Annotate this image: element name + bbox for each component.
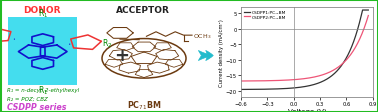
- Text: R$_1$: R$_1$: [37, 84, 48, 96]
- Y-axis label: Current density (mA/cm²): Current density (mA/cm²): [220, 19, 225, 86]
- Text: DONOR: DONOR: [23, 6, 61, 15]
- X-axis label: Voltage (V): Voltage (V): [288, 108, 326, 112]
- Bar: [8, 18, 77, 85]
- Text: R$_1$: R$_1$: [37, 8, 48, 20]
- Text: PC$_{71}$BM: PC$_{71}$BM: [127, 99, 161, 111]
- Text: ACCEPTOR: ACCEPTOR: [116, 6, 170, 15]
- Text: +: +: [114, 47, 129, 65]
- Text: CSDPP series: CSDPP series: [7, 102, 67, 111]
- Text: R₂ = POZ; CBZ: R₂ = POZ; CBZ: [7, 96, 48, 100]
- FancyArrowPatch shape: [198, 51, 213, 61]
- Text: R$_2$: R$_2$: [102, 37, 112, 49]
- Text: OCH$_3$: OCH$_3$: [193, 31, 212, 40]
- Legend: CSDPP1:PC₇₁BM, CSDPP2:PC₇₁BM: CSDPP1:PC₇₁BM, CSDPP2:PC₇₁BM: [243, 10, 287, 21]
- Text: R₁ = n-decyl; 2-ethylhexyl: R₁ = n-decyl; 2-ethylhexyl: [7, 88, 79, 93]
